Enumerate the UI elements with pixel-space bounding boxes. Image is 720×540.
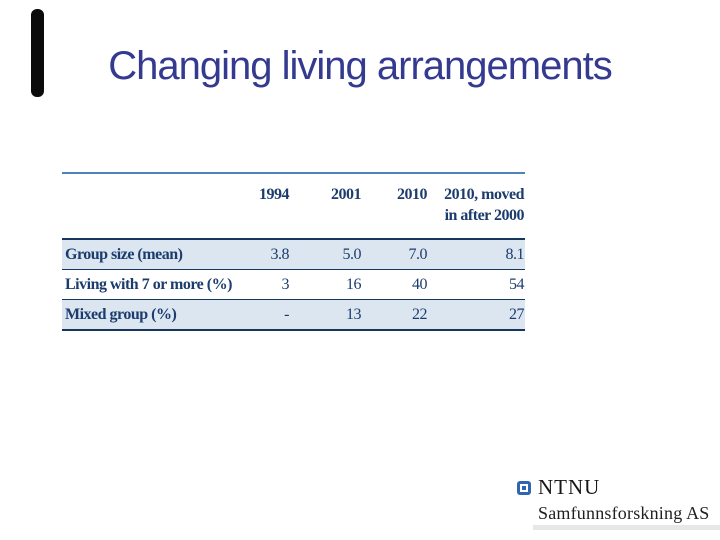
ntnu-square-logo-inner: [520, 484, 528, 492]
row-value: 54: [509, 276, 525, 293]
ntnu-logo: NTNU Samfunnsforskning AS: [517, 477, 710, 522]
row-value: 16: [346, 276, 362, 293]
org-subname: Samfunnsforskning AS: [538, 503, 710, 523]
table-body: Group size (mean) 3.8 5.0 7.0 8.1 Living with…: [62, 239, 525, 330]
row-value: 8.1: [505, 246, 525, 263]
ntnu-square-logo-icon: [517, 481, 531, 495]
table-header-row: 1994 2001 2010 2010, moved in after 2000: [62, 173, 525, 239]
logo-strip-shadow: [533, 525, 720, 530]
row-value: 27: [509, 306, 525, 323]
living-arrangements-table: 1994 2001 2010 2010, moved in after 2000 Gr…: [62, 172, 525, 331]
table-row: Mixed group (%) - 13 22 27: [62, 299, 525, 330]
row-value: 7.0: [408, 246, 428, 263]
table-row: Living with 7 or more (%) 3 16 40 54: [62, 270, 525, 300]
table-header: 1994 2001 2010 2010, moved in after 2000: [62, 173, 525, 239]
row-label: Living with 7 or more (%): [65, 276, 232, 293]
table-header-empty-cell: [62, 173, 242, 239]
scroll-indicator-bar: [31, 9, 44, 97]
table-header-cell: 2010, moved in after 2000: [444, 186, 524, 224]
slide-title: Changing living arrangements: [108, 44, 612, 88]
row-label: Group size (mean): [65, 246, 183, 263]
row-value: 5.0: [342, 246, 362, 263]
org-name: NTNU: [538, 475, 601, 499]
table-header-cell: 2010: [397, 186, 428, 203]
table-row: Group size (mean) 3.8 5.0 7.0 8.1: [62, 239, 525, 270]
row-value: 3.8: [270, 246, 290, 263]
row-label: Mixed group (%): [65, 306, 177, 323]
row-value: 40: [412, 276, 428, 293]
row-value: 22: [412, 306, 428, 323]
row-value: 3: [281, 276, 290, 293]
row-value: -: [284, 306, 289, 323]
table-header-cell: 2001: [331, 186, 362, 203]
ntnu-logo-text: NTNU Samfunnsforskning AS: [538, 475, 710, 523]
table-header-cell: 1994: [259, 186, 290, 203]
row-value: 13: [346, 306, 362, 323]
